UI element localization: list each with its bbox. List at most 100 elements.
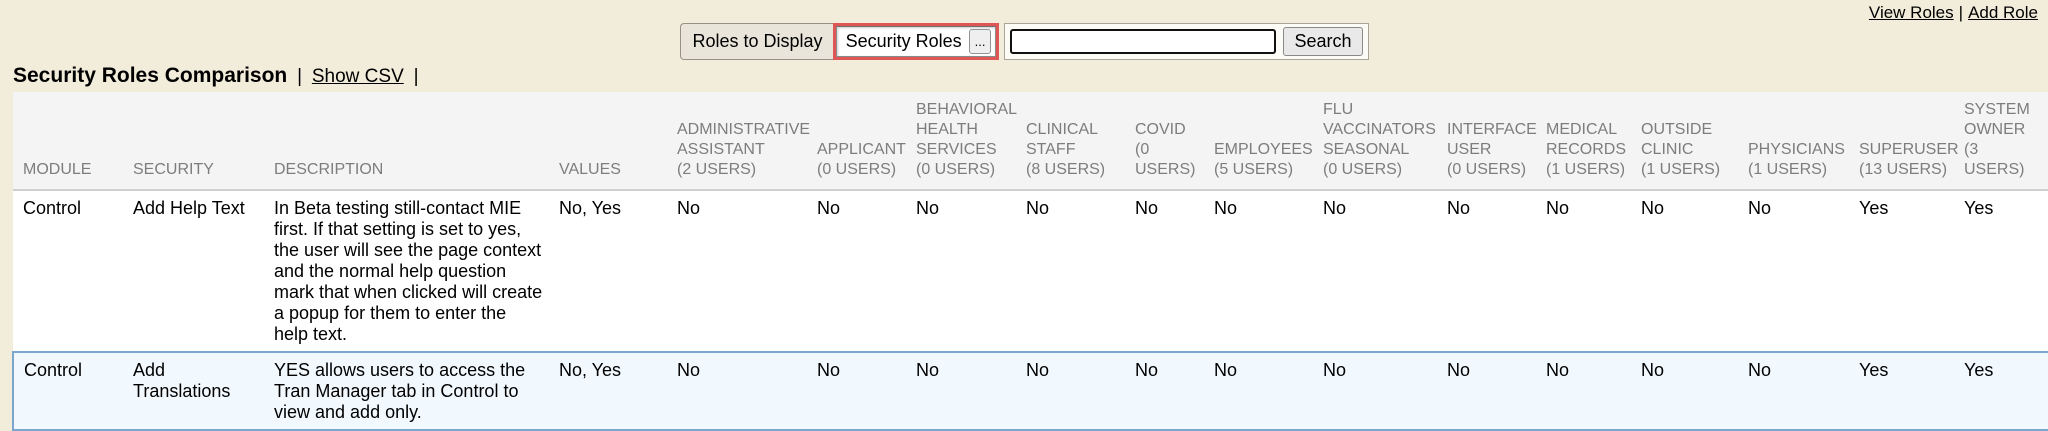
role-name: EMPLOYEES (1214, 141, 1313, 158)
role-user-count: (1 USERS) (1546, 161, 1626, 178)
cell-behavioral-health-services: No (916, 190, 1026, 352)
table-header-row: MODULE SECURITY DESCRIPTION VALUES ADMINISTR… (13, 92, 2048, 191)
cell-behavioral-health-services: No (916, 351, 1026, 431)
column-header-employees: EMPLOYEES (5 USERS) (1214, 92, 1323, 191)
role-user-count: (0 USERS) (1135, 141, 1196, 178)
column-header-outside-clinic: OUTSIDE CLINIC (1 USERS) (1641, 92, 1748, 191)
role-name: FLU VACCINATORS SEASONAL (1323, 101, 1436, 158)
column-header-values: VALUES (559, 92, 677, 191)
role-user-count: (2 USERS) (677, 161, 757, 178)
role-user-count: (13 USERS) (1859, 161, 1948, 178)
column-header-module: MODULE (13, 92, 133, 191)
column-header-covid: COVID (0 USERS) (1135, 92, 1214, 191)
roles-select-value: Security Roles (845, 31, 962, 51)
title-separator: | (297, 66, 303, 87)
top-links-separator: | (1958, 3, 1964, 22)
role-name: APPLICANT (817, 141, 906, 158)
column-header-applicant: APPLICANT (0 USERS) (817, 92, 916, 191)
roles-toolbar: Roles to Display Security Roles ... Sear… (0, 0, 2048, 60)
title-separator-trailing: | (413, 66, 419, 87)
role-name: SUPERUSER (1859, 141, 1959, 158)
cell-applicant: No (817, 190, 916, 352)
column-header-medical-records: MEDICAL RECORDS (1 USERS) (1546, 92, 1641, 191)
column-header-description: DESCRIPTION (274, 92, 559, 191)
cell-administrative-assistant: No (677, 190, 817, 352)
column-header-interface-user: INTERFACE USER (0 USERS) (1447, 92, 1546, 191)
table-container: MODULE SECURITY DESCRIPTION VALUES ADMINISTR… (12, 92, 2048, 431)
column-header-security: SECURITY (133, 92, 274, 191)
roles-to-display-button[interactable]: Roles to Display (679, 23, 833, 60)
cell-clinical-staff: No (1026, 351, 1135, 431)
roles-select-attention-highlight: Security Roles ... (832, 23, 1000, 60)
role-name: INTERFACE USER (1447, 121, 1537, 158)
cell-outside-clinic: No (1641, 351, 1748, 431)
show-csv-link[interactable]: Show CSV (311, 66, 404, 87)
column-header-flu-vaccinators-seasonal: FLU VACCINATORS SEASONAL (0 USERS) (1323, 92, 1447, 191)
column-header-administrative-assistant: ADMINISTRATIVE ASSISTANT (2 USERS) (677, 92, 817, 191)
role-name: MEDICAL RECORDS (1546, 121, 1627, 158)
view-roles-link[interactable]: View Roles (1868, 3, 1954, 22)
cell-interface-user: No (1447, 190, 1546, 352)
column-header-physicians: PHYSICIANS (1 USERS) (1748, 92, 1859, 191)
cell-description: In Beta testing still-contact MIE first.… (274, 190, 559, 352)
roles-select[interactable]: Security Roles ... (835, 26, 997, 57)
top-links: View Roles | Add Role (1869, 3, 2038, 23)
cell-values: No, Yes (559, 351, 677, 431)
cell-covid: No (1135, 190, 1214, 352)
cell-superuser: Yes (1859, 351, 1964, 431)
cell-employees: No (1214, 351, 1323, 431)
role-user-count: (0 USERS) (1447, 161, 1527, 178)
role-name: BEHAVIORAL HEALTH SERVICES (916, 101, 1017, 158)
cell-superuser: Yes (1859, 190, 1964, 352)
role-name: OUTSIDE CLINIC (1641, 121, 1713, 158)
role-user-count: (0 USERS) (1323, 161, 1403, 178)
cell-applicant: No (817, 351, 916, 431)
role-user-count: (1 USERS) (1748, 161, 1828, 178)
cell-physicians: No (1748, 190, 1859, 352)
cell-clinical-staff: No (1026, 190, 1135, 352)
cell-system-owner: Yes (1964, 351, 2048, 431)
role-user-count: (3 USERS) (1964, 141, 2025, 178)
cell-security: Add Translations (133, 351, 274, 431)
role-name: COVID (1135, 121, 1186, 138)
cell-medical-records: No (1546, 351, 1641, 431)
cell-outside-clinic: No (1641, 190, 1748, 352)
cell-medical-records: No (1546, 190, 1641, 352)
column-header-clinical-staff: CLINICAL STAFF (8 USERS) (1026, 92, 1135, 191)
roles-to-display-group: Roles to Display Security Roles ... (679, 23, 1000, 60)
cell-interface-user: No (1447, 351, 1546, 431)
role-name: PHYSICIANS (1748, 141, 1845, 158)
role-name: SYSTEM OWNER (1964, 101, 2030, 138)
role-name: CLINICAL STAFF (1026, 121, 1098, 158)
cell-module: Control (13, 190, 133, 352)
cell-module: Control (12, 351, 133, 431)
column-header-system-owner: SYSTEM OWNER (3 USERS) (1964, 92, 2048, 191)
cell-physicians: No (1748, 351, 1859, 431)
role-name: ADMINISTRATIVE ASSISTANT (677, 121, 811, 158)
role-user-count: (0 USERS) (916, 161, 996, 178)
search-button[interactable]: Search (1283, 27, 1363, 56)
role-user-count: (0 USERS) (817, 161, 897, 178)
search-input[interactable] (1010, 29, 1277, 54)
role-user-count: (5 USERS) (1214, 161, 1294, 178)
cell-administrative-assistant: No (677, 351, 817, 431)
cell-security: Add Help Text (133, 190, 274, 352)
cell-employees: No (1214, 190, 1323, 352)
cell-flu-vaccinators-seasonal: No (1323, 190, 1447, 352)
cell-values: No, Yes (559, 190, 677, 352)
table-row[interactable]: Control Add Help Text In Beta testing stil… (13, 190, 2048, 352)
role-user-count: (8 USERS) (1026, 161, 1106, 178)
search-form: Search (1004, 23, 1369, 60)
table-row[interactable]: Control Add Translations YES allows users … (12, 351, 2048, 431)
roles-select-ellipsis-button[interactable]: ... (968, 29, 992, 54)
security-roles-table: MODULE SECURITY DESCRIPTION VALUES ADMINISTR… (12, 92, 2048, 431)
top-bar: Roles to Display Security Roles ... Sear… (0, 0, 2048, 62)
page-title: Security Roles Comparison (13, 64, 288, 87)
add-role-link[interactable]: Add Role (1968, 3, 2038, 22)
column-header-behavioral-health-services: BEHAVIORAL HEALTH SERVICES (0 USERS) (916, 92, 1026, 191)
cell-system-owner: Yes (1964, 190, 2048, 352)
cell-description: YES allows users to access the Tran Mana… (274, 351, 559, 431)
title-row: Security Roles Comparison | Show CSV | (13, 64, 2048, 88)
cell-covid: No (1135, 351, 1214, 431)
column-header-superuser: SUPERUSER (13 USERS) (1859, 92, 1964, 191)
